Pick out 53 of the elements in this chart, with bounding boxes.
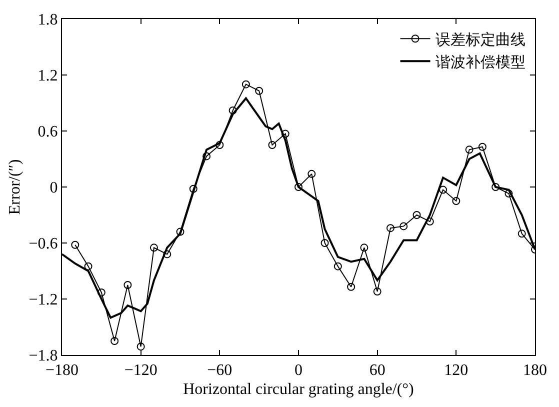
y-tick-label: −1.8 xyxy=(28,348,58,365)
point xyxy=(294,183,302,191)
point xyxy=(518,230,526,238)
x-tick-label: 60 xyxy=(369,362,386,380)
point xyxy=(163,250,172,258)
point xyxy=(242,80,250,88)
point xyxy=(308,170,316,178)
point xyxy=(386,224,394,232)
point xyxy=(320,239,329,247)
point xyxy=(360,244,368,252)
point xyxy=(268,141,276,149)
point xyxy=(255,86,264,95)
x-tick-label: 120 xyxy=(444,362,468,380)
point xyxy=(110,337,119,345)
x-tick-label: −180 xyxy=(45,362,79,380)
point xyxy=(504,190,513,198)
point xyxy=(347,282,356,291)
y-tick-label: 0 xyxy=(50,180,58,197)
point xyxy=(400,222,408,230)
x-axis-title: Horizontal circular grating angle/(°) xyxy=(183,380,414,398)
y-tick-label: −1.2 xyxy=(28,292,58,309)
x-tick-label: −120 xyxy=(124,362,158,380)
y-tick-label: −0.6 xyxy=(28,236,58,253)
point xyxy=(452,197,460,205)
x-tick-label: −60 xyxy=(207,362,232,380)
point xyxy=(465,146,474,154)
point xyxy=(334,262,342,270)
point xyxy=(136,342,145,351)
point xyxy=(216,141,224,149)
point xyxy=(373,288,382,296)
x-tick-label: 0 xyxy=(294,362,302,380)
point xyxy=(176,228,184,236)
point xyxy=(281,130,290,138)
y-axis-title: Error/(″) xyxy=(6,159,24,215)
point xyxy=(124,281,132,289)
y-tick-label: 1.2 xyxy=(38,68,58,85)
point xyxy=(412,211,421,219)
point xyxy=(439,186,448,194)
y-tick-label: 1.8 xyxy=(38,12,58,29)
point xyxy=(426,218,434,226)
point xyxy=(97,288,106,296)
legend-label: 谐波补偿模型 xyxy=(435,52,526,71)
point xyxy=(492,183,500,191)
point xyxy=(84,262,92,270)
point xyxy=(150,244,158,252)
point xyxy=(71,240,80,249)
point xyxy=(202,152,211,160)
legend-label: 误差标定曲线 xyxy=(435,30,526,48)
point xyxy=(478,142,486,151)
x-tick-label: 180 xyxy=(523,362,547,380)
point xyxy=(228,106,237,114)
point xyxy=(189,184,198,193)
y-tick-label: 0.6 xyxy=(38,124,58,141)
